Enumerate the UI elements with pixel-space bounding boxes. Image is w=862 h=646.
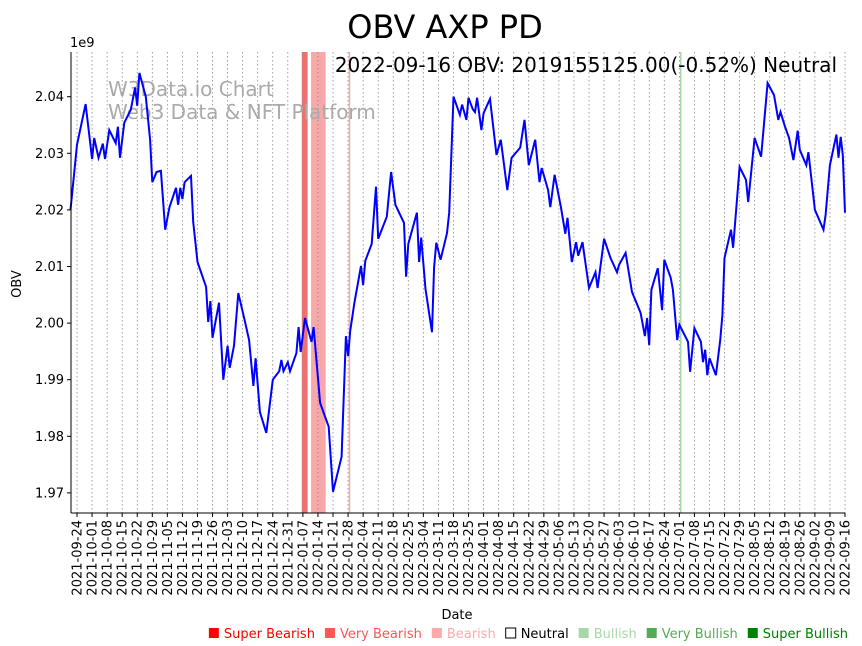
x-tick-label: 2021-12-31 [281,520,296,596]
legend-swatch-neutral [505,627,517,639]
legend-label-bullish: Bullish [594,627,637,642]
x-tick-label: 2022-06-24 [658,520,673,596]
signal-band-very-bearish [301,52,308,513]
legend-swatch-super-bearish [208,628,219,638]
legend-label-very-bullish: Very Bullish [662,627,738,642]
chart-title: OBV AXP PD [347,8,542,46]
x-tick-label: 2022-03-18 [447,520,462,596]
x-tick-label: 2022-07-22 [718,520,733,596]
x-tick-label: 2022-05-27 [598,520,613,596]
y-tick-label: 2.00 [35,317,64,332]
x-tick-label: 2022-02-25 [402,520,417,596]
x-tick-label: 2021-12-17 [251,520,266,596]
x-tick-label: 2022-04-22 [522,520,537,596]
x-tick-label: 2021-11-12 [176,520,191,596]
x-tick-label: 2022-05-06 [552,520,567,596]
watermark-line-2: Web3 Data & NFT Platform [108,100,376,124]
x-tick-label: 2022-04-01 [477,520,492,596]
x-tick-label: 2022-01-07 [296,520,311,596]
y-ticks: 1.97 1.98 1.99 2.00 2.01 2.02 2.03 2.04 [35,90,71,501]
x-tick-label: 2022-07-29 [733,520,748,596]
x-tick-label: 2022-02-18 [387,520,402,596]
x-tick-label: 2021-10-22 [131,520,146,596]
x-tick-label: 2021-10-15 [116,520,131,596]
legend-swatch-super-bullish [747,628,758,638]
signal-band-bearish [348,52,351,513]
x-tick-label: 2022-04-29 [537,520,552,596]
latest-value-annotation: 2022-09-16 OBV: 2019155125.00(-0.52%) Ne… [335,53,837,77]
x-tick-label: 2021-11-26 [206,520,221,596]
x-tick-label: 2022-07-08 [688,520,703,596]
x-tick-label: 2022-02-11 [372,520,387,596]
x-tick-label: 2022-02-04 [357,520,372,596]
grid-lines [76,52,846,513]
legend-label-bearish: Bearish [447,627,496,642]
legend-swatch-bullish [578,628,589,638]
legend-label-super-bullish: Super Bullish [763,627,848,642]
x-tick-label: 2022-07-15 [703,520,718,596]
x-tick-label: 2022-09-02 [808,520,823,596]
legend-swatch-bearish [431,628,442,638]
x-tick-label: 2022-07-01 [673,520,688,596]
x-tick-label: 2022-08-12 [763,520,778,596]
x-tick-label: 2022-08-05 [748,520,763,596]
x-tick-label: 2022-06-17 [643,520,658,596]
x-tick-label: 2021-12-10 [236,520,251,596]
x-tick-label: 2022-03-25 [462,520,477,596]
x-tick-label: 2022-06-10 [628,520,643,596]
x-ticks: 2021-09-24 2021-10-01 2021-10-08 2021-10-15… [71,513,854,596]
signal-bands [301,52,682,513]
x-tick-label: 2021-11-05 [161,520,176,596]
x-tick-label: 2021-10-01 [86,520,101,596]
x-tick-label: 2021-09-24 [71,520,86,596]
signal-band-bullish [679,52,682,513]
legend-swatch-very-bearish [324,628,335,638]
x-tick-label: 2021-12-03 [221,520,236,596]
legend-label-super-bearish: Super Bearish [224,627,315,642]
x-tick-label: 2022-08-26 [793,520,808,596]
x-tick-label: 2022-04-08 [492,520,507,596]
x-tick-label: 2022-04-15 [507,520,522,596]
x-tick-label: 2021-11-19 [191,520,206,596]
x-axis-label: Date [441,608,472,623]
y-tick-label: 2.02 [35,203,64,218]
x-tick-label: 2021-10-29 [146,520,161,596]
y-tick-label: 2.01 [35,260,64,275]
x-tick-label: 2022-03-04 [417,520,432,596]
x-tick-label: 2022-01-14 [311,520,326,596]
legend-swatch-very-bullish [646,628,657,638]
x-tick-label: 2022-05-13 [567,520,582,596]
x-tick-label: 2022-09-09 [823,520,838,596]
signal-band-bearish [311,52,326,513]
legend-label-neutral: Neutral [521,627,569,642]
y-axis-label: OBV [10,270,25,298]
x-tick-label: 2022-09-16 [839,520,854,596]
y-tick-label: 2.03 [35,147,64,162]
y-multiplier-label: 1e9 [70,36,95,51]
y-tick-label: 1.98 [35,430,64,445]
x-tick-label: 2022-03-11 [432,520,447,596]
y-tick-label: 2.04 [35,90,64,105]
legend-label-very-bearish: Very Bearish [340,627,422,642]
legend: Super Bearish Very Bearish Bearish Neutral B… [208,627,848,642]
x-tick-label: 2022-01-28 [342,520,357,596]
y-tick-label: 1.97 [35,486,64,501]
x-tick-label: 2022-01-21 [327,520,342,596]
x-tick-label: 2022-06-03 [613,520,628,596]
obv-series-line [69,72,846,493]
x-tick-label: 2021-10-08 [101,520,116,596]
y-tick-label: 1.99 [35,373,64,388]
x-tick-label: 2021-12-24 [266,520,281,596]
x-tick-label: 2022-05-20 [583,520,598,596]
x-tick-label: 2022-08-19 [778,520,793,596]
